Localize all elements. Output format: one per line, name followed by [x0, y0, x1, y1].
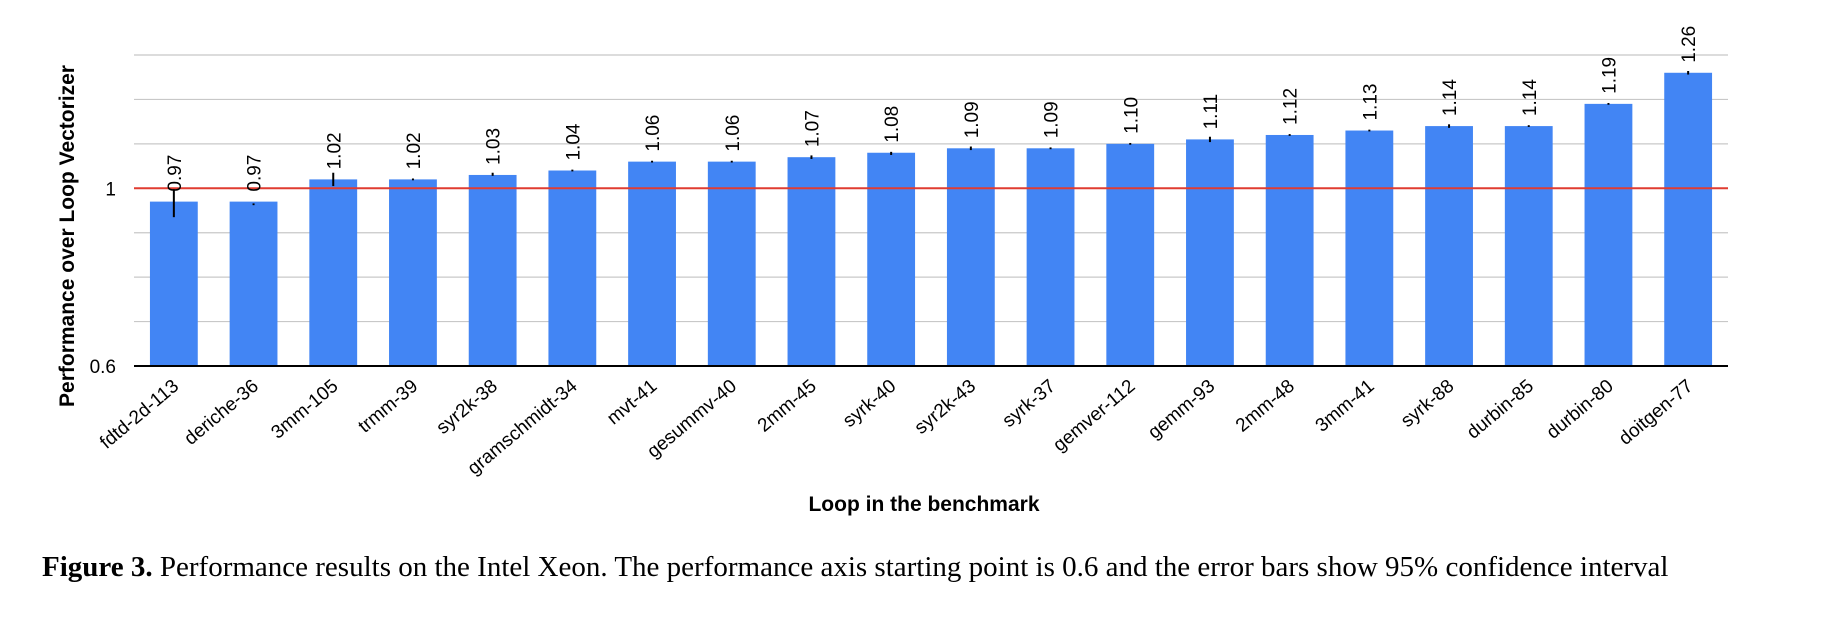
bar	[707, 161, 756, 366]
caption-text: Performance results on the Intel Xeon. T…	[152, 551, 1669, 583]
bar-chart: 0.61 0.97 0.971.02 1.02 1.03 1.04 1.06 1.06 1.0…	[56, 26, 1728, 516]
bar	[309, 179, 358, 366]
category-label: gemm-93	[1144, 376, 1219, 444]
value-label: 1.19	[1599, 57, 1620, 94]
bar	[867, 152, 916, 366]
bar	[1664, 72, 1713, 367]
bar	[1106, 143, 1155, 366]
value-label: 1.03	[484, 128, 505, 165]
category-label: durbin-85	[1463, 376, 1538, 444]
category-label: gemver-112	[1049, 376, 1139, 456]
category-label: 2mm-48	[1232, 376, 1299, 437]
bar	[149, 201, 198, 366]
category-label: 3mm-41	[1312, 376, 1379, 437]
y-axis-title: Performance over Loop Vectorizer	[56, 65, 79, 407]
category-label: syrk-37	[999, 376, 1060, 432]
bar	[1584, 103, 1633, 366]
value-label: 1.07	[802, 110, 823, 147]
value-label: 0.97	[245, 155, 266, 192]
bar	[1504, 126, 1553, 366]
bar	[1345, 130, 1394, 366]
x-axis-title: Loop in the benchmark	[808, 493, 1039, 516]
value-label: 1.14	[1440, 79, 1461, 116]
value-label: 1.06	[723, 115, 744, 152]
bar	[1026, 148, 1075, 366]
value-label: 1.08	[882, 106, 903, 143]
bars	[149, 72, 1713, 367]
value-label: 1.13	[1360, 84, 1381, 121]
bar	[787, 157, 836, 366]
bar	[389, 179, 437, 366]
category-label: durbin-80	[1543, 376, 1618, 444]
bar	[946, 148, 995, 366]
category-label: syr2k-38	[433, 376, 502, 439]
category-label: syr2k-43	[911, 376, 980, 439]
value-label: 1.11	[1201, 94, 1222, 130]
bar	[548, 170, 597, 366]
category-label: fdtd-2d-113	[96, 376, 183, 454]
error-bars	[172, 70, 1690, 218]
y-tick-label: 1	[105, 179, 116, 200]
y-tick-label: 0.6	[90, 357, 116, 378]
bar	[468, 174, 517, 366]
value-label: 1.02	[404, 132, 425, 169]
bar	[628, 161, 676, 366]
value-label: 1.10	[1121, 97, 1142, 134]
category-label: trmm-39	[354, 376, 422, 438]
value-label: 0.97	[165, 155, 186, 192]
category-label: 3mm-105	[267, 376, 342, 444]
bar	[1265, 134, 1314, 366]
value-label: 1.06	[643, 115, 664, 152]
category-label: deriche-36	[180, 376, 262, 450]
value-labels: 0.97 0.97 1.02 1.02 1.03 1.04 1.06 1.06 1.07 1.08…	[165, 26, 1700, 192]
figure-caption: Figure 3. Performance results on the Int…	[42, 548, 1782, 586]
category-label: mvt-41	[603, 376, 661, 429]
category-label: doitgen-77	[1615, 376, 1697, 450]
value-label: 1.14	[1520, 79, 1541, 116]
caption-label: Figure 3.	[42, 551, 153, 583]
category-label: syrk-88	[1397, 376, 1458, 432]
y-tick-labels: 0.61	[90, 179, 116, 378]
value-label: 1.09	[962, 101, 983, 138]
bar	[229, 201, 278, 366]
bar	[1425, 126, 1473, 366]
value-label: 1.12	[1281, 88, 1302, 125]
value-label: 1.26	[1679, 26, 1700, 63]
bar	[1186, 139, 1234, 366]
category-label: syrk-40	[839, 376, 900, 432]
value-label: 1.02	[324, 132, 345, 169]
value-label: 1.04	[563, 123, 584, 160]
category-label: 2mm-45	[754, 376, 821, 437]
value-label: 1.09	[1042, 101, 1063, 138]
